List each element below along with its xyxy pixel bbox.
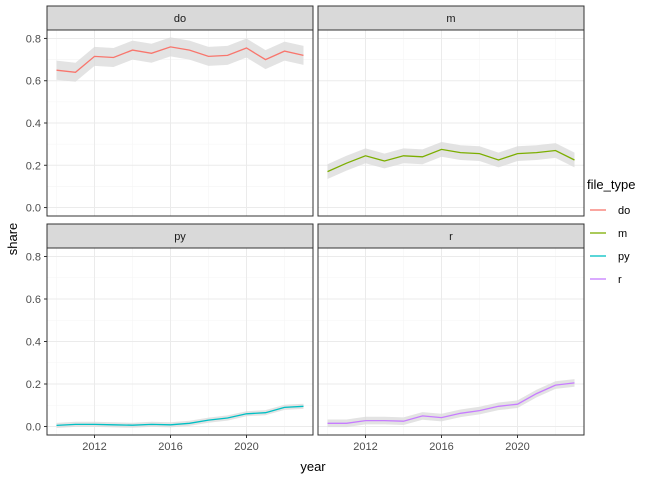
- axis-tick-labels: 0.0 0.2 0.4 0.6 0.8 0.0 0.2 0.4 0.6 0.8 2012 2016 20…: [26, 33, 530, 453]
- facet-panel-py: py: [46, 223, 314, 436]
- y-tick-label: 0.4: [26, 337, 41, 349]
- legend-label: m: [618, 228, 627, 240]
- legend-item-py: py: [590, 251, 630, 263]
- x-tick-label: 2016: [158, 441, 182, 453]
- legend-item-do: do: [590, 205, 630, 217]
- facet-strip-label: m: [446, 13, 455, 25]
- y-tick-label: 0.8: [26, 33, 41, 45]
- y-tick-label: 0.6: [26, 76, 41, 88]
- x-tick-label: 2020: [505, 441, 529, 453]
- series-line-m: [327, 148, 575, 173]
- y-tick-label: 0.2: [26, 379, 41, 391]
- y-tick-label: 0.6: [26, 294, 41, 306]
- y-axis-title: share: [5, 223, 20, 256]
- series-line-do: [56, 46, 304, 73]
- legend-title: file_type: [587, 177, 635, 192]
- facet-panel-m: m: [317, 5, 585, 217]
- x-tick-label: 2016: [429, 441, 453, 453]
- confidence-band-m: [327, 142, 575, 179]
- facet-strip-label: py: [174, 231, 186, 243]
- y-tick-label: 0.4: [26, 118, 41, 130]
- y-tick-label: 0.8: [26, 252, 41, 264]
- x-axis-title: year: [300, 459, 326, 474]
- x-tick-label: 2012: [353, 441, 377, 453]
- y-tick-label: 0.2: [26, 160, 41, 172]
- legend-item-m: m: [590, 228, 627, 240]
- facet-strip-label: r: [449, 231, 453, 243]
- series-line-r: [327, 382, 575, 424]
- y-tick-label: 0.0: [26, 203, 41, 215]
- legend: file_type do m py r: [587, 177, 635, 286]
- facet-strip: [46, 223, 314, 249]
- facet-panels: do m py r: [46, 5, 585, 436]
- facet-panel-r: r: [317, 223, 585, 436]
- facet-strip-label: do: [174, 13, 186, 25]
- legend-label: r: [618, 274, 622, 286]
- facet-strip: [317, 5, 585, 31]
- confidence-band-py: [56, 403, 304, 428]
- x-tick-label: 2020: [234, 441, 258, 453]
- facet-panel-do: do: [46, 5, 314, 217]
- legend-item-r: r: [590, 274, 622, 286]
- confidence-band-do: [56, 37, 304, 82]
- y-tick-label: 0.0: [26, 422, 41, 434]
- legend-label: do: [618, 205, 630, 217]
- series-line-py: [56, 405, 304, 427]
- x-tick-label: 2012: [82, 441, 106, 453]
- facet-strip: [46, 5, 314, 31]
- facet-strip: [317, 223, 585, 249]
- legend-label: py: [618, 251, 630, 263]
